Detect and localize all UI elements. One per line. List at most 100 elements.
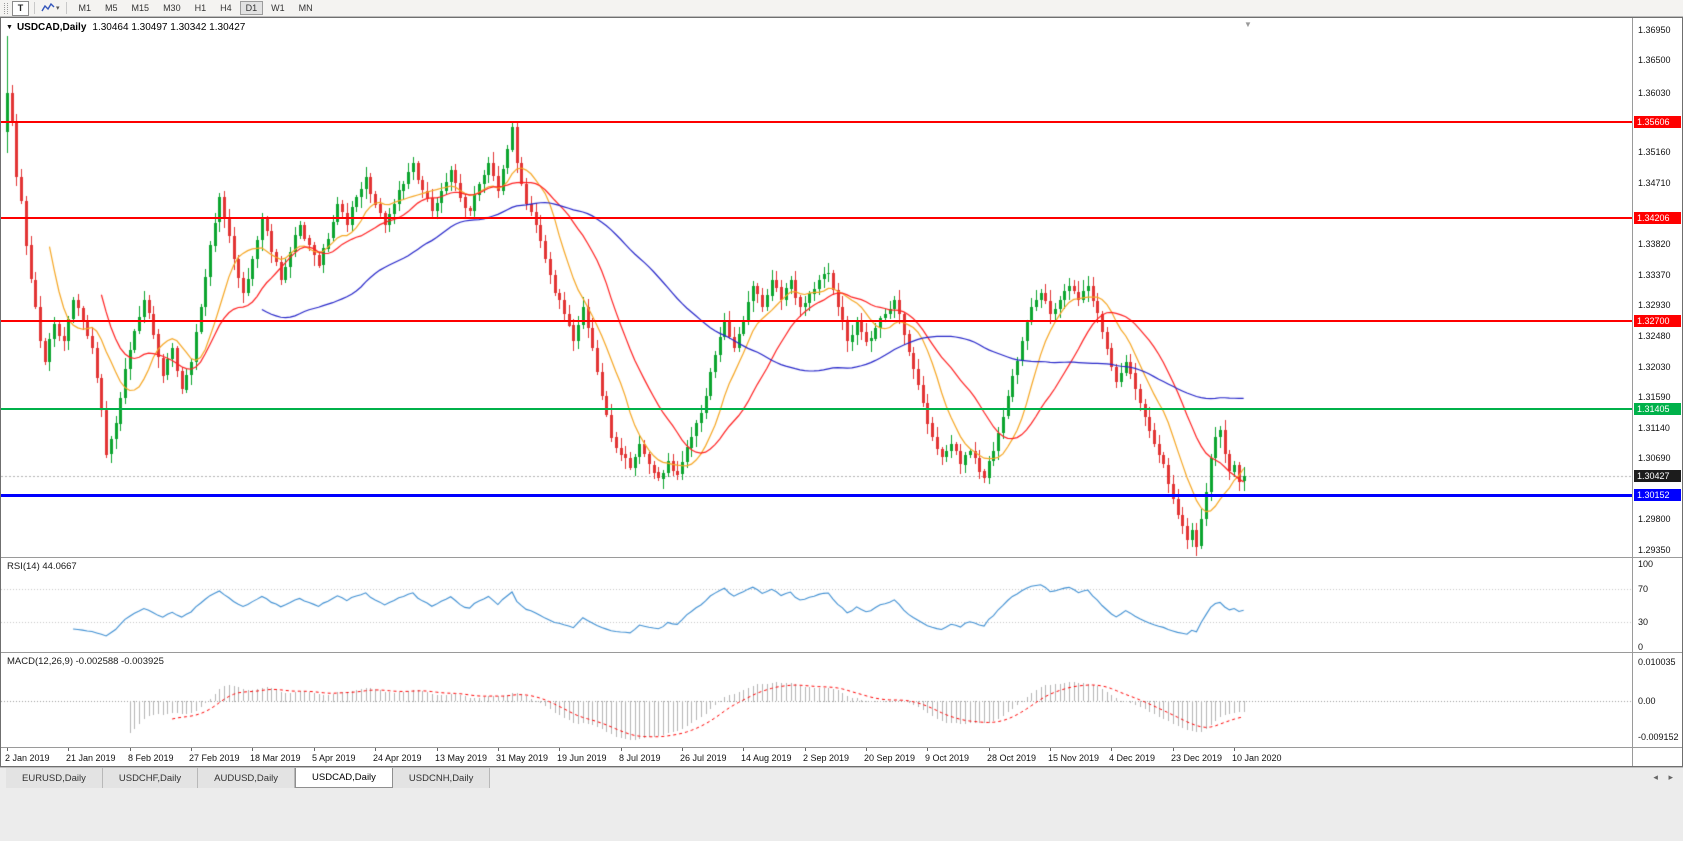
horizontal-level-line[interactable] — [1, 494, 1632, 498]
chart-tab-usdchf[interactable]: USDCHF,Daily — [102, 768, 199, 788]
date-label: 2 Jan 2019 — [5, 753, 50, 763]
tab-scroll-left-button[interactable]: ◂ — [1653, 772, 1658, 782]
timeframe-button-w1[interactable]: W1 — [265, 1, 291, 15]
chart-window: ▼ USDCAD,Daily 1.30464 1.30497 1.30342 1.3… — [0, 17, 1683, 767]
time-axis-tick — [252, 748, 253, 751]
chart-tab-audusd[interactable]: AUDUSD,Daily — [198, 768, 296, 788]
time-axis-tick — [130, 748, 131, 751]
rsi-indicator-canvas — [1, 558, 1632, 652]
horizontal-level-line[interactable] — [1, 216, 1632, 219]
time-axis-tick — [1050, 748, 1051, 751]
price-axis-tick: 1.36030 — [1638, 87, 1671, 98]
rsi-axis-tick: 30 — [1638, 617, 1649, 628]
time-axis-tick — [7, 748, 8, 751]
chart-menu-icon[interactable]: ▼ — [6, 24, 13, 31]
horizontal-level-line[interactable] — [1, 120, 1632, 123]
date-label: 2 Sep 2019 — [803, 753, 850, 763]
time-axis-tick — [498, 748, 499, 751]
price-axis-tick: 1.36950 — [1638, 24, 1671, 35]
chart-shift-marker[interactable]: ▼ — [1244, 20, 1252, 29]
timeframe-button-h4[interactable]: H4 — [214, 1, 238, 15]
tab-scroll-arrows: ◂ ▸ — [1645, 772, 1673, 783]
pane-splitter-rsi[interactable] — [1, 557, 1682, 558]
timeframe-button-m30[interactable]: M30 — [157, 1, 187, 15]
drawing-tools-button[interactable]: ▾ — [40, 1, 61, 16]
price-axis-tick: 1.31590 — [1638, 391, 1671, 402]
price-axis-tick: 1.35160 — [1638, 147, 1671, 158]
chart-ohlc-values: 1.30464 1.30497 1.30342 1.30427 — [92, 22, 246, 33]
chart-symbol-label: USDCAD,Daily — [16, 22, 87, 33]
price-level-badge: 1.32700 — [1634, 314, 1681, 327]
tab-scroll-right-button[interactable]: ▸ — [1668, 772, 1673, 782]
chart-tabs: EURUSD,Daily USDCHF,Daily AUDUSD,Daily USDC… — [6, 768, 491, 788]
price-axis-tick: 1.29350 — [1638, 545, 1671, 556]
timeframe-button-mn[interactable]: MN — [293, 1, 319, 15]
rsi-label: RSI(14) 44.0667 — [7, 561, 77, 572]
chevron-down-icon: ▾ — [56, 5, 60, 12]
rsi-axis-tick: 70 — [1638, 583, 1649, 594]
current-price-badge: 1.30427 — [1634, 470, 1681, 483]
date-label: 13 May 2019 — [435, 753, 488, 763]
chart-tab-bar: EURUSD,Daily USDCHF,Daily AUDUSD,Daily USDC… — [0, 767, 1683, 841]
chart-tab-usdcnh[interactable]: USDCNH,Daily — [392, 768, 491, 788]
chart-tab-eurusd[interactable]: EURUSD,Daily — [6, 768, 103, 788]
horizontal-level-line[interactable] — [1, 319, 1632, 322]
macd-axis-tick: 0.00 — [1638, 696, 1656, 707]
timeframe-button-d1[interactable]: D1 — [239, 1, 264, 15]
macd-axis-tick: -0.009152 — [1638, 732, 1679, 742]
date-label: 20 Sep 2019 — [864, 753, 916, 763]
time-axis-tick — [866, 748, 867, 751]
date-label: 8 Jul 2019 — [619, 753, 661, 763]
date-label: 4 Dec 2019 — [1109, 753, 1156, 763]
date-label: 26 Jul 2019 — [680, 753, 727, 763]
price-axis-tick: 1.32030 — [1638, 361, 1671, 372]
time-axis-tick — [1173, 748, 1174, 751]
time-axis-tick — [1111, 748, 1112, 751]
rsi-axis-tick: 100 — [1638, 559, 1654, 569]
date-label: 14 Aug 2019 — [741, 753, 792, 763]
chart-tab-usdcad[interactable]: USDCAD,Daily — [295, 768, 393, 788]
date-label: 5 Apr 2019 — [312, 753, 356, 763]
toolbar-grip[interactable] — [4, 2, 8, 14]
timeframe-button-m1[interactable]: M1 — [73, 1, 98, 15]
time-axis-tick — [314, 748, 315, 751]
timeframe-button-m5[interactable]: M5 — [99, 1, 124, 15]
price-axis-tick: 1.32480 — [1638, 330, 1671, 341]
date-label: 28 Oct 2019 — [987, 753, 1037, 763]
price-axis-tick: 1.36500 — [1638, 55, 1671, 66]
date-label: 27 Feb 2019 — [189, 753, 240, 763]
time-axis-tick — [191, 748, 192, 751]
time-axis-tick — [927, 748, 928, 751]
timeframe-button-m15[interactable]: M15 — [126, 1, 156, 15]
price-level-badge: 1.35606 — [1634, 115, 1681, 128]
date-label: 21 Jan 2019 — [66, 753, 116, 763]
time-axis-tick — [621, 748, 622, 751]
time-axis-tick — [437, 748, 438, 751]
price-level-badge: 1.30152 — [1634, 489, 1681, 502]
price-axis-tick: 1.33370 — [1638, 269, 1671, 280]
toolbar-divider — [65, 2, 67, 14]
timeframe-button-h1[interactable]: H1 — [189, 1, 213, 15]
price-axis-tick: 1.30690 — [1638, 453, 1671, 464]
time-axis-tick — [559, 748, 560, 751]
pane-splitter-macd[interactable] — [1, 652, 1682, 653]
time-axis-tick — [989, 748, 990, 751]
toolbar-divider — [34, 2, 35, 14]
price-axis-tick: 1.32930 — [1638, 299, 1671, 310]
price-axis-border — [1632, 18, 1633, 766]
date-label: 8 Feb 2019 — [128, 753, 174, 763]
time-axis-tick — [743, 748, 744, 751]
time-axis-tick — [805, 748, 806, 751]
date-label: 24 Apr 2019 — [373, 753, 422, 763]
macd-indicator-canvas — [1, 653, 1632, 746]
text-tool-button[interactable]: T — [12, 0, 29, 16]
horizontal-level-line[interactable] — [1, 408, 1632, 411]
price-chart-canvas[interactable] — [1, 18, 1632, 557]
price-axis-tick: 1.31140 — [1638, 422, 1670, 433]
macd-label: MACD(12,26,9) -0.002588 -0.003925 — [7, 656, 164, 667]
macd-axis-tick: 0.010035 — [1638, 657, 1676, 667]
timeframe-buttons: M1 M5 M15 M30 H1 H4 D1 W1 MN — [72, 1, 320, 15]
price-axis-tick: 1.29800 — [1638, 514, 1671, 525]
time-axis: 2 Jan 2019 21 Jan 2019 8 Feb 2019 27 Feb 20… — [1, 747, 1682, 766]
